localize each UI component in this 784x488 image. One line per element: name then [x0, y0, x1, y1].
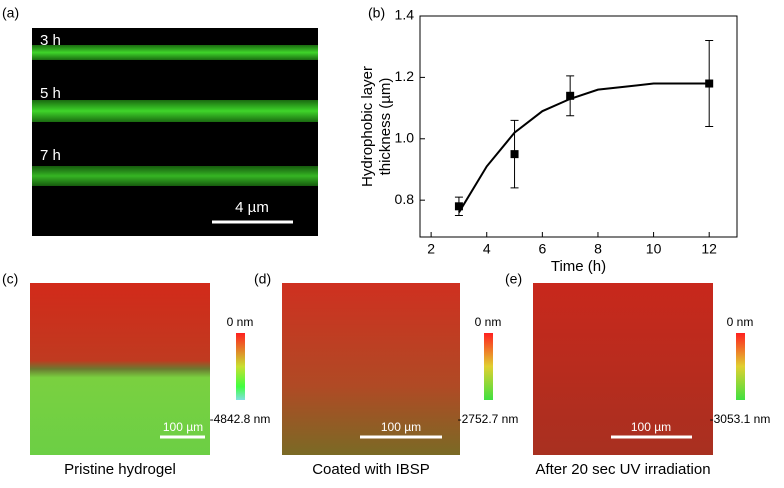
- y-axis-title: thickness (µm): [377, 78, 394, 176]
- y-tick-label: 0.8: [395, 191, 415, 207]
- scale-label: 100 µm: [381, 420, 421, 434]
- x-tick-label: 4: [483, 241, 491, 257]
- data-point: [510, 150, 519, 159]
- x-tick-label: 8: [594, 241, 602, 257]
- colorbar-min: -2752.7 nm: [458, 412, 519, 426]
- caption: Coated with IBSP: [312, 461, 430, 478]
- x-axis-title: Time (h): [551, 258, 606, 275]
- y-axis-title: Hydrophobic layer: [359, 66, 376, 187]
- confocal-image: [32, 28, 318, 236]
- afm-image: [30, 283, 210, 455]
- y-tick-label: 1.2: [395, 68, 415, 84]
- scale-label: 100 µm: [163, 420, 203, 434]
- x-tick-label: 10: [646, 241, 662, 257]
- green-band: [32, 45, 318, 60]
- scale-label: 100 µm: [631, 420, 671, 434]
- caption: Pristine hydrogel: [64, 461, 176, 478]
- afm-image: [533, 283, 713, 455]
- scale-label: 4 µm: [235, 199, 269, 216]
- x-tick-label: 2: [427, 241, 435, 257]
- time-label: 3 h: [40, 32, 61, 49]
- colorbar-max: 0 nm: [727, 315, 754, 329]
- y-tick-label: 1.0: [395, 129, 415, 145]
- data-point: [566, 91, 575, 100]
- panel-label: (b): [368, 5, 385, 21]
- colorbar-max: 0 nm: [227, 315, 254, 329]
- colorbar-min: -4842.8 nm: [210, 412, 271, 426]
- caption: After 20 sec UV irradiation: [535, 461, 710, 478]
- y-tick-label: 1.4: [395, 7, 415, 23]
- data-point: [705, 79, 714, 88]
- panel-label: (e): [505, 271, 522, 287]
- data-point: [454, 202, 463, 211]
- afm-image: [282, 283, 460, 455]
- colorbar: [736, 333, 745, 400]
- plot-frame: [419, 15, 738, 238]
- colorbar-min: -3053.1 nm: [710, 412, 771, 426]
- fit-curve: [458, 82, 710, 213]
- panel-label: (d): [254, 271, 271, 287]
- green-band: [32, 100, 318, 122]
- green-band: [32, 166, 318, 186]
- time-label: 7 h: [40, 147, 61, 164]
- x-tick-label: 12: [701, 241, 717, 257]
- time-label: 5 h: [40, 85, 61, 102]
- colorbar: [484, 333, 493, 400]
- colorbar-max: 0 nm: [475, 315, 502, 329]
- colorbar: [236, 333, 245, 400]
- x-tick-label: 6: [538, 241, 546, 257]
- panel-label: (c): [2, 271, 18, 287]
- panel-label: (a): [2, 5, 19, 21]
